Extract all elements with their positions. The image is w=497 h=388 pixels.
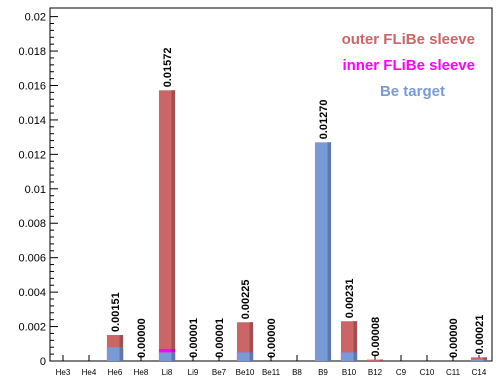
bar-edge-be-target-be10 <box>249 352 254 361</box>
bar-edge-outer-flibe-sleeve-c14 <box>483 357 488 361</box>
data-label: 0.00151 <box>110 292 122 332</box>
bar-outer-flibe-sleeve-b12 <box>366 359 384 361</box>
y-tick-label: 0.01 <box>25 184 46 196</box>
bar-edge-be-target-b9 <box>327 142 332 361</box>
x-tick-label: He4 <box>82 368 97 377</box>
y-tick-label: 0.016 <box>18 80 46 92</box>
y-tick-label: 0 <box>40 356 46 368</box>
x-tick-label: Be7 <box>212 368 227 377</box>
y-tick-label: 0.018 <box>18 46 46 58</box>
x-tick-label: B9 <box>318 368 328 377</box>
data-label: 0.00001 <box>214 318 226 358</box>
bar-edge-outer-flibe-sleeve-li8 <box>171 90 176 361</box>
y-tick-label: 0.02 <box>25 12 46 24</box>
x-tick-label: C10 <box>420 368 435 377</box>
bar-edge-outer-flibe-sleeve-be10 <box>249 322 254 361</box>
x-tick-label: C11 <box>446 368 461 377</box>
x-tick-label: B12 <box>368 368 383 377</box>
x-tick-label: C14 <box>472 368 487 377</box>
bar-edge-be-target-li8 <box>171 352 176 361</box>
legend-entry: Be target <box>380 83 445 100</box>
x-tick-label: Li8 <box>162 368 173 377</box>
bar-edge-be-target-he6 <box>119 347 124 361</box>
y-tick-label: 0.002 <box>18 322 46 334</box>
bar-be-target-b10 <box>340 352 358 361</box>
x-tick-label: B8 <box>292 368 302 377</box>
x-tick-label: B10 <box>342 368 357 377</box>
data-label: 0.01270 <box>318 100 330 140</box>
y-tick-label: 0.004 <box>18 287 46 299</box>
bar-be-target-c14 <box>470 359 488 361</box>
data-label: 0.00001 <box>188 318 200 358</box>
bar-edge-outer-flibe-sleeve-b10 <box>353 321 358 361</box>
bar-edge-be-target-c14 <box>483 359 488 361</box>
bar-edge-be-target-b10 <box>353 352 358 361</box>
y-tick-label: 0.008 <box>18 218 46 230</box>
x-tick-label: Li9 <box>188 368 199 377</box>
data-label: 0.00225 <box>240 279 252 319</box>
data-label: 0.00231 <box>344 278 356 318</box>
x-tick-label: He6 <box>108 368 123 377</box>
data-label: 0.00021 <box>474 315 486 355</box>
data-label: 0.00000 <box>448 318 460 358</box>
bar-be-target-be10 <box>236 352 254 361</box>
x-tick-label: C9 <box>396 368 407 377</box>
y-tick-label: 0.006 <box>18 253 46 265</box>
legend-entry: inner FLiBe sleeve <box>342 57 475 74</box>
y-tick-label: 0.014 <box>18 115 46 127</box>
bar-be-target-he6 <box>106 347 124 361</box>
x-tick-label: Be10 <box>236 368 255 377</box>
x-tick-label: He8 <box>134 368 149 377</box>
bar-be-target-b9 <box>314 142 332 361</box>
data-label: 0.00000 <box>266 318 278 358</box>
legend-entry: outer FLiBe sleeve <box>342 31 475 48</box>
data-label: 0.01572 <box>162 48 174 88</box>
x-tick-label: He3 <box>56 368 71 377</box>
bar-edge-outer-flibe-sleeve-b12 <box>379 359 384 361</box>
data-label: 0.00000 <box>136 318 148 358</box>
bar-outer-flibe-sleeve-li8 <box>158 90 176 361</box>
bar-be-target-li8 <box>158 352 176 361</box>
data-label: 0.00008 <box>370 317 382 357</box>
bar-outer-flibe-sleeve-be10 <box>236 322 254 361</box>
bar-outer-flibe-sleeve-b10 <box>340 321 358 361</box>
x-tick-label: Be11 <box>262 368 281 377</box>
bar-outer-flibe-sleeve-c14 <box>470 357 488 361</box>
y-tick-label: 0.012 <box>18 149 46 161</box>
